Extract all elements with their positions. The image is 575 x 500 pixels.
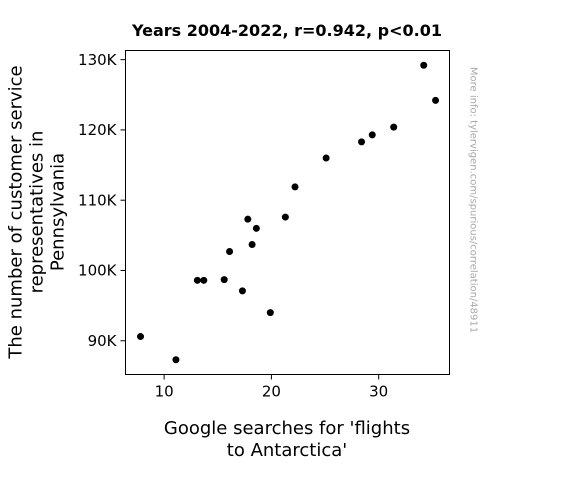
data-point bbox=[244, 215, 252, 223]
y-tick-label: 90K bbox=[88, 332, 118, 350]
data-point bbox=[266, 309, 274, 317]
y-tick-label: 120K bbox=[78, 121, 118, 139]
y-axis: 90K 100K 110K 120K 130K bbox=[78, 51, 126, 350]
data-point bbox=[368, 131, 376, 139]
y-axis-label-group-2: representatives in bbox=[26, 131, 47, 294]
watermark-text: More info: tylervigen.com/spurious/corre… bbox=[468, 67, 479, 333]
data-point bbox=[172, 356, 180, 364]
y-tick-label: 110K bbox=[78, 191, 118, 209]
x-axis-label-line-2: to Antarctica' bbox=[227, 440, 347, 461]
data-point bbox=[322, 154, 330, 162]
plot-area bbox=[125, 50, 450, 375]
y-axis-label-line-3: Pennsylvania bbox=[47, 153, 68, 271]
y-axis-label: The number of customer service bbox=[5, 65, 26, 359]
y-tick-label: 100K bbox=[78, 262, 118, 280]
y-axis-label-group-3: Pennsylvania bbox=[47, 153, 68, 271]
x-tick-label: 20 bbox=[262, 383, 281, 401]
x-tick-label: 10 bbox=[155, 383, 174, 401]
data-point bbox=[358, 138, 366, 146]
watermark-group: More info: tylervigen.com/spurious/corre… bbox=[468, 67, 479, 333]
data-point bbox=[248, 240, 256, 248]
x-tick-label: 30 bbox=[369, 383, 388, 401]
data-point bbox=[420, 61, 428, 69]
data-point bbox=[252, 224, 260, 232]
y-tick-label: 130K bbox=[78, 51, 118, 69]
data-point bbox=[238, 287, 246, 295]
x-axis: 10 20 30 bbox=[155, 374, 388, 401]
y-axis-label-line-1: The number of customer service bbox=[5, 65, 26, 359]
data-point bbox=[226, 248, 234, 256]
chart-title: Years 2004-2022, r=0.942, p<0.01 bbox=[131, 21, 442, 40]
x-axis-label-line-1: Google searches for 'flights bbox=[164, 418, 410, 439]
data-point bbox=[220, 276, 228, 284]
data-point bbox=[200, 276, 208, 284]
y-axis-label-line-2: representatives in bbox=[26, 131, 47, 294]
data-point bbox=[193, 276, 201, 284]
data-point bbox=[281, 213, 289, 221]
data-points bbox=[137, 61, 440, 364]
data-point bbox=[291, 183, 299, 191]
data-point bbox=[432, 96, 440, 104]
data-point bbox=[137, 333, 145, 341]
data-point bbox=[390, 123, 398, 131]
